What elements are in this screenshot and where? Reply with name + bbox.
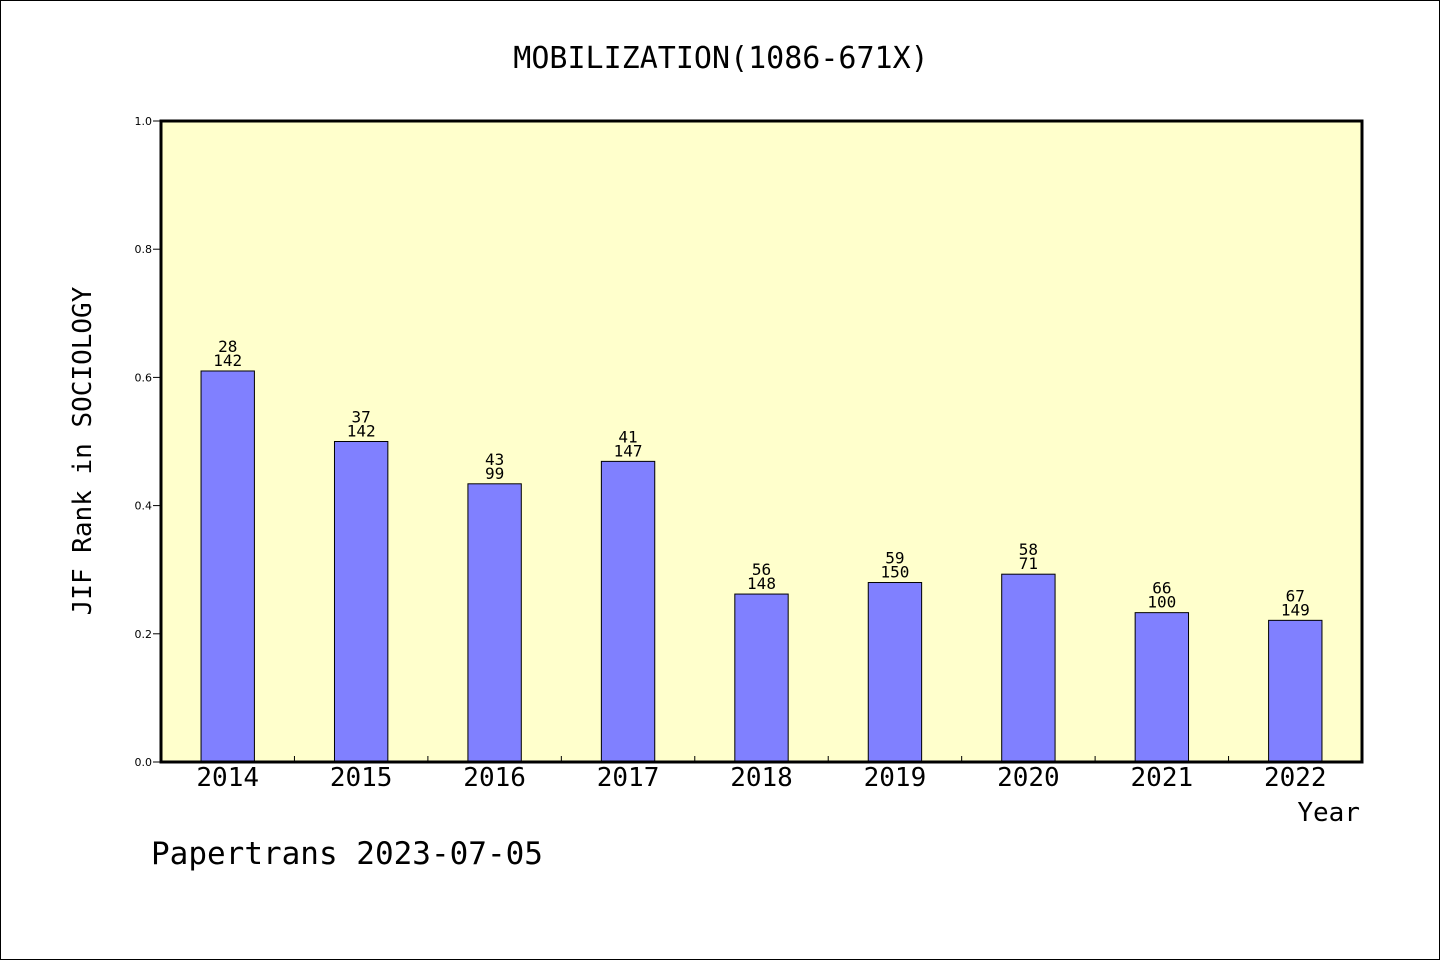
bar-total-label: 100 xyxy=(1147,593,1176,612)
bar-2015 xyxy=(333,441,389,763)
bar-rank-label: 41 xyxy=(618,427,637,446)
bar-total-label: 142 xyxy=(347,422,376,441)
y-tick-label: 0.0 xyxy=(135,756,153,769)
y-tick-label: 0.4 xyxy=(135,500,153,513)
bar-rank-label: 43 xyxy=(485,450,504,469)
bar-total-label: 150 xyxy=(880,563,909,582)
x-tick-label: 2018 xyxy=(730,763,793,793)
y-tick-label: 0.8 xyxy=(135,243,153,256)
bar-total-label: 147 xyxy=(614,441,643,460)
bars xyxy=(200,370,1323,763)
x-tick-label: 2020 xyxy=(997,763,1060,793)
x-tick-label: 2021 xyxy=(1131,763,1194,793)
y-tick-label: 0.6 xyxy=(135,371,153,384)
x-tick-label: 2016 xyxy=(463,763,526,793)
bar-rank-label: 67 xyxy=(1286,586,1305,605)
y-tick-label: 1.0 xyxy=(135,115,153,128)
footer-stamp: Papertrans 2023-07-05 xyxy=(151,836,543,872)
x-tick-label: 2017 xyxy=(597,763,660,793)
bar-2017 xyxy=(600,460,656,763)
x-tick-label: 2019 xyxy=(864,763,927,793)
bar-2014 xyxy=(200,370,255,763)
bar-2020 xyxy=(1001,573,1056,763)
bar-2021 xyxy=(1134,612,1190,763)
bar-2016 xyxy=(467,483,522,763)
bar-total-label: 148 xyxy=(747,574,776,593)
bar-total-label: 71 xyxy=(1019,554,1038,573)
x-tick-label: 2015 xyxy=(330,763,393,793)
x-axis-ticks: 2014 2015 2016 2017 2018 2019 2020 2021 2022 xyxy=(196,756,1327,793)
bar-rank-label: 59 xyxy=(885,549,904,568)
bar-rank-label: 37 xyxy=(352,408,371,427)
bar-rank-label: 58 xyxy=(1019,540,1038,559)
bar-rank-label: 28 xyxy=(218,337,237,356)
y-tick-label: 0.2 xyxy=(135,628,153,641)
bar-rank-label: 56 xyxy=(752,560,771,579)
bar-2022 xyxy=(1268,619,1323,763)
bar-total-label: 99 xyxy=(485,464,504,483)
x-tick-label: 2014 xyxy=(196,763,259,793)
y-axis-ticks: 0.0 0.2 0.4 0.6 0.8 1.0 xyxy=(135,115,161,769)
x-tick-label: 2022 xyxy=(1264,763,1327,793)
bar-total-label: 149 xyxy=(1281,600,1310,619)
y-axis-label: JIF Rank in SOCIOLOGY xyxy=(68,286,98,615)
bar-total-label: 142 xyxy=(213,351,242,370)
plot-border xyxy=(159,119,1364,764)
chart-title: MOBILIZATION(1086-671X) xyxy=(513,41,928,76)
bar-rank-label: 66 xyxy=(1152,579,1171,598)
bar-2019 xyxy=(867,582,923,763)
x-axis-label: Year xyxy=(1297,798,1360,828)
bar-2018 xyxy=(734,593,789,763)
